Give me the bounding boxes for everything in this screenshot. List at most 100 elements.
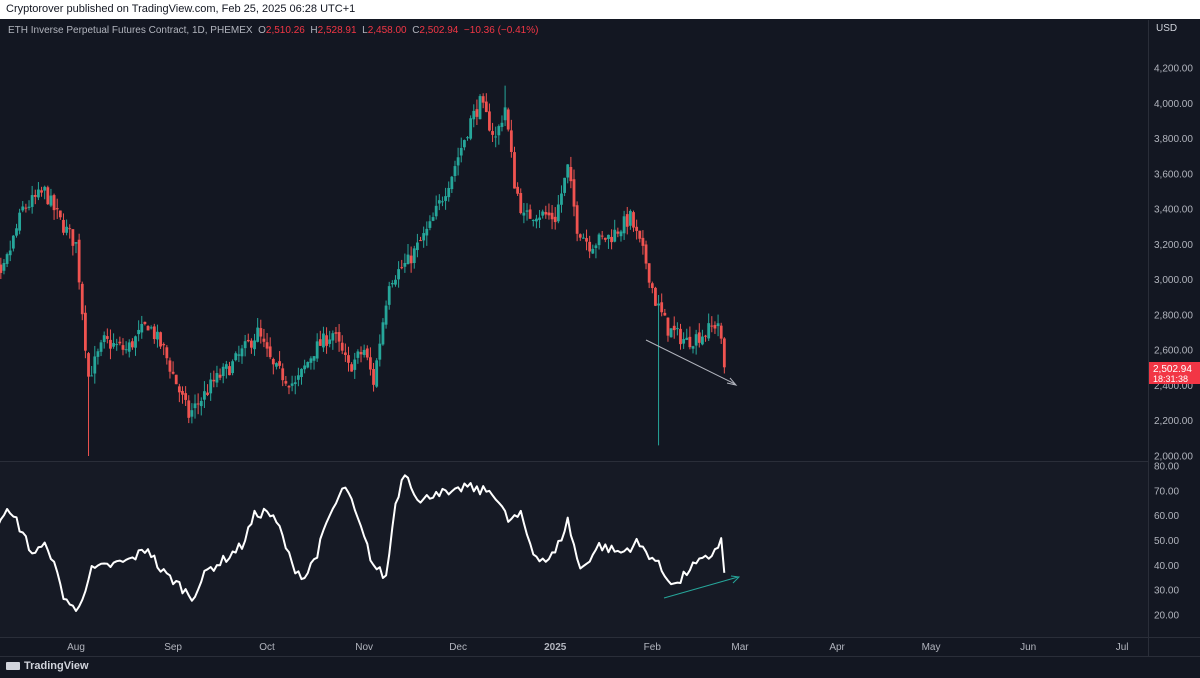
candle-body <box>497 126 501 136</box>
candle-body <box>713 325 717 329</box>
candle-body <box>459 147 463 156</box>
candle-body <box>184 393 188 400</box>
candle-body <box>281 368 285 381</box>
candle-body <box>603 237 607 240</box>
price-axis-tick: 3,800.00 <box>1154 134 1193 145</box>
currency-selector[interactable]: USD <box>1148 20 1200 38</box>
candle-body <box>15 228 18 236</box>
candle-body <box>397 269 401 280</box>
candle-body <box>259 328 263 337</box>
candle-body <box>49 195 53 206</box>
candle-body <box>27 206 31 208</box>
candle-body <box>234 353 238 361</box>
candle-body <box>315 341 319 359</box>
candle-body <box>190 410 194 417</box>
high-label: H <box>310 25 318 36</box>
last-price-tag <box>1149 362 1200 384</box>
candle-body <box>409 255 413 264</box>
candle-body <box>638 230 642 239</box>
candle-body <box>359 352 363 355</box>
candle-body <box>701 336 704 345</box>
symbol-legend: ETH Inverse Perpetual Futures Contract, … <box>8 25 538 36</box>
candle-body <box>134 336 137 348</box>
candle-body <box>550 212 554 220</box>
candle-body <box>300 368 303 378</box>
candle-body <box>62 219 65 233</box>
candle-body <box>124 349 128 351</box>
price-axis-tick: 2,000.00 <box>1154 452 1193 463</box>
candle-body <box>11 235 15 249</box>
candle-body <box>102 335 106 343</box>
candle-body <box>340 342 344 351</box>
symbol-title: ETH Inverse Perpetual Futures Contract, … <box>8 25 253 36</box>
open-label: O <box>258 25 266 36</box>
candle-body <box>93 356 97 374</box>
candle-body <box>434 205 438 217</box>
candle-body <box>622 216 626 234</box>
candle-body <box>293 382 297 385</box>
candle-body <box>328 339 332 344</box>
candle-body <box>513 152 516 189</box>
candle-body <box>437 200 441 204</box>
candle-body <box>585 238 588 242</box>
candle-body <box>613 229 617 242</box>
candle-body <box>660 302 664 313</box>
price-divergence-arrow <box>645 339 736 385</box>
candle-body <box>33 194 37 197</box>
candle-body <box>278 361 281 366</box>
candle-body <box>569 166 573 182</box>
candle-body <box>249 340 253 348</box>
rsi-line <box>0 474 726 612</box>
candle-body <box>538 217 541 221</box>
candle-body <box>171 371 175 374</box>
time-axis-tick: Nov <box>355 642 373 653</box>
candle-body <box>625 214 629 227</box>
candle-body <box>644 244 648 264</box>
rsi-axis-tick: 60.00 <box>1154 511 1179 522</box>
candle-body <box>218 374 222 378</box>
candle-body <box>71 229 75 246</box>
candle-body <box>679 328 682 345</box>
candle-body <box>394 279 397 285</box>
price-arrow-head <box>726 377 738 386</box>
candle-body <box>419 240 422 242</box>
candle-body <box>309 358 313 363</box>
candle-body <box>231 361 235 374</box>
candle-body <box>456 157 460 166</box>
candle-body <box>30 195 34 207</box>
candle-body <box>40 190 43 193</box>
candle-body <box>65 226 69 233</box>
rsi-axis-tick: 50.00 <box>1154 536 1179 547</box>
candle-body <box>224 364 228 369</box>
candle-body <box>566 164 570 178</box>
candle-body <box>52 195 56 211</box>
candle-body <box>581 237 585 239</box>
time-axis-tick: Apr <box>829 642 845 653</box>
candle-body <box>431 217 435 221</box>
time-axis-tick: Jul <box>1116 642 1129 653</box>
rsi-axis-tick: 80.00 <box>1154 462 1179 473</box>
candle-body <box>24 207 28 209</box>
candle-body <box>99 342 103 352</box>
candle-body <box>441 201 444 203</box>
candle-body <box>707 323 711 339</box>
candle-body <box>722 338 726 368</box>
candle-body <box>563 177 567 193</box>
rsi-axis-tick: 70.00 <box>1154 486 1179 497</box>
candle-body <box>187 400 191 418</box>
candle-body <box>607 234 610 239</box>
candle-body <box>522 212 526 216</box>
candle-body <box>710 325 714 327</box>
candle-body <box>137 329 141 335</box>
candle-body <box>246 339 250 342</box>
candle-body <box>337 332 341 342</box>
candle-body <box>265 342 269 349</box>
candle-body <box>472 110 476 120</box>
candle-body <box>121 345 125 350</box>
candle-body <box>588 241 592 252</box>
candle-body <box>381 322 385 345</box>
candle-body <box>560 193 563 205</box>
candle-body <box>209 379 213 394</box>
candle-body <box>415 242 419 251</box>
